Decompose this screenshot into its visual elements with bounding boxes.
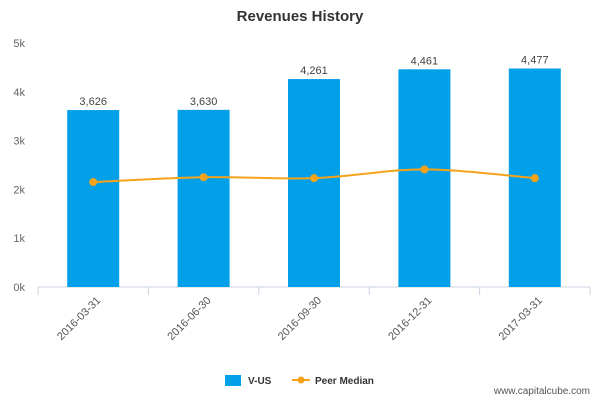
y-tick-label: 5k — [13, 38, 25, 50]
bar-v-us — [67, 110, 120, 287]
x-tick-label: 2016-12-31 — [386, 295, 434, 343]
x-tick-label: 2016-06-30 — [165, 295, 213, 343]
bar-value-label: 4,261 — [300, 65, 328, 77]
peer-median-point — [89, 178, 98, 187]
y-tick-label: 1k — [13, 233, 25, 245]
legend: V-US Peer Median — [225, 375, 374, 387]
legend-swatch-v-us — [225, 375, 241, 386]
peer-median-point — [530, 174, 539, 183]
peer-median-point — [420, 165, 429, 174]
y-axis: 0k 1k 2k 3k 4k 5k — [13, 38, 25, 294]
bar-value-label: 4,477 — [521, 55, 549, 67]
y-tick-label: 3k — [13, 136, 25, 148]
x-tick-label: 2017-03-31 — [497, 295, 545, 343]
y-tick-label: 4k — [13, 87, 25, 99]
bar-v-us — [177, 109, 230, 287]
bar-v-us — [288, 79, 340, 287]
x-tick-label: 2016-03-31 — [55, 295, 103, 343]
bar-value-label: 3,630 — [190, 96, 218, 108]
peer-median-point — [199, 173, 208, 182]
x-axis: 2016-03-31 2016-06-30 2016-09-30 2016-12-31… — [37, 286, 591, 343]
legend-label-peer-median: Peer Median — [315, 376, 374, 387]
bar-v-us — [398, 69, 451, 288]
watermark: www.capitalcube.com — [493, 386, 590, 397]
bar-value-label: 3,626 — [79, 96, 107, 108]
y-tick-label: 2k — [13, 184, 25, 196]
legend-label-v-us: V-US — [248, 376, 272, 387]
y-tick-label: 0k — [13, 282, 25, 294]
x-tick-label: 2016-09-30 — [276, 295, 324, 343]
chart-title: Revenues History — [237, 8, 364, 25]
legend-swatch-peer-median-dot — [297, 376, 305, 384]
bar-data-labels: 3,626 3,630 4,261 4,461 4,477 — [79, 55, 548, 109]
peer-median-series — [89, 165, 539, 187]
bar-series — [67, 68, 561, 288]
peer-median-point — [310, 174, 318, 183]
bar-value-label: 4,461 — [411, 55, 439, 67]
